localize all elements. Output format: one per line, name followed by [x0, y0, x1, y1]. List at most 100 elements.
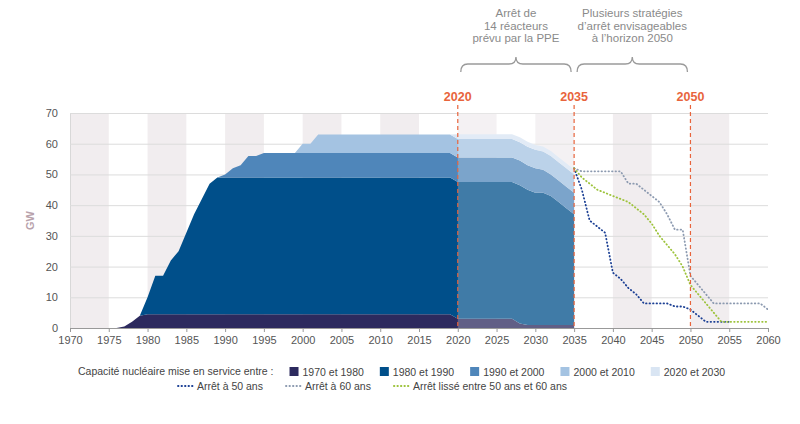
legend-swatch [178, 385, 193, 387]
x-tick-label: 2010 [368, 334, 392, 346]
x-tick: 2050 [679, 328, 703, 346]
x-tick-label: 2000 [291, 334, 315, 346]
x-tick: 1975 [97, 328, 121, 346]
annotation-text: prévu par la PPE [472, 32, 559, 44]
x-tick-label: 2020 [446, 334, 470, 346]
x-tick: 1970 [58, 328, 82, 346]
x-tick-mark [690, 328, 691, 332]
legend-label: 2000 et 2010 [573, 366, 634, 378]
reference-line [457, 105, 458, 328]
legend-item: 2000 et 2010 [560, 366, 634, 378]
x-tick-mark [458, 328, 459, 332]
x-tick-mark [729, 328, 730, 332]
x-tick: 1985 [175, 328, 199, 346]
x-tick-label: 2045 [640, 334, 664, 346]
x-tick-mark [535, 328, 536, 332]
legend-item: Arrêt à 50 ans [178, 380, 263, 392]
reference-label: 2020 [444, 90, 472, 104]
x-tick: 1980 [136, 328, 160, 346]
annotation-brace [461, 57, 571, 72]
line [574, 168, 729, 322]
x-tick: 2060 [756, 328, 780, 346]
x-tick-mark [148, 328, 149, 332]
legend-label: 1970 et 1980 [303, 366, 364, 378]
reference-label: 2035 [560, 90, 588, 104]
x-tick-label: 1980 [136, 334, 160, 346]
reference-line [690, 105, 691, 328]
x-tick-mark [380, 328, 381, 332]
legend-item: 1980 et 1990 [380, 366, 454, 378]
x-tick-mark [186, 328, 187, 332]
plot-area [70, 113, 768, 328]
stripe [613, 113, 652, 328]
stripes [70, 113, 729, 328]
reference-label: 2050 [677, 90, 705, 104]
x-tick-label: 2060 [756, 334, 780, 346]
y-tick-label: 50 [46, 168, 58, 180]
chart: 0102030405060701970197519801985199019952… [0, 0, 800, 424]
annotation-text: Plusieurs stratégies [582, 7, 683, 19]
annotation-text: d’arrêt envisageables [578, 20, 688, 32]
x-tick-label: 2015 [407, 334, 431, 346]
legend-swatch [286, 385, 301, 387]
x-tick-label: 2025 [485, 334, 509, 346]
legend-swatch [560, 367, 569, 376]
y-tick-label: 70 [46, 107, 58, 119]
x-tick-label: 2035 [562, 334, 586, 346]
legend-item: Arrêt lissé entre 50 ans et 60 ans [394, 380, 567, 392]
legend-label: Arrêt lissé entre 50 ans et 60 ans [413, 380, 567, 392]
legend-item: Arrêt à 60 ans [286, 380, 371, 392]
legend-label: 1980 et 1990 [393, 366, 454, 378]
y-tick-label: 40 [46, 199, 58, 211]
x-axis: 1970197519801985199019952000200520102015… [58, 328, 780, 346]
x-tick-mark [341, 328, 342, 332]
reference-line [574, 105, 575, 328]
legend-swatch [651, 367, 660, 376]
x-tick: 2020 [446, 328, 470, 346]
x-tick-mark [264, 328, 265, 332]
y-tick-label: 60 [46, 138, 58, 150]
x-tick-mark [574, 328, 575, 332]
x-tick: 2025 [485, 328, 509, 346]
legend-swatch [380, 367, 389, 376]
legend-item: 2020 et 2030 [651, 366, 725, 378]
x-tick-label: 2040 [601, 334, 625, 346]
y-tick-label: 30 [46, 230, 58, 242]
annotation: Arrêt de14 réacteursprévu par la PPE [461, 7, 571, 72]
x-tick: 2045 [640, 328, 664, 346]
x-tick-label: 1990 [213, 334, 237, 346]
line [574, 168, 768, 322]
x-tick-mark [225, 328, 226, 332]
x-tick-label: 1995 [252, 334, 276, 346]
x-tick-label: 1985 [175, 334, 199, 346]
x-tick-mark [109, 328, 110, 332]
annotation-text: à l’horizon 2050 [592, 32, 673, 44]
x-tick: 1990 [213, 328, 237, 346]
annotation: Plusieurs stratégiesd’arrêt envisageable… [577, 7, 687, 72]
x-tick: 2000 [291, 328, 315, 346]
y-axis: 010203040506070 [46, 107, 768, 334]
x-tick-label: 1975 [97, 334, 121, 346]
x-tick: 2030 [524, 328, 548, 346]
x-tick-mark [768, 328, 769, 332]
x-tick-mark [303, 328, 304, 332]
line [574, 168, 768, 309]
legend-item: 1990 et 2000 [470, 366, 544, 378]
x-tick: 2010 [368, 328, 392, 346]
x-tick-mark [497, 328, 498, 332]
x-tick-mark [70, 328, 71, 332]
x-tick: 2035 [562, 328, 586, 346]
x-tick: 2040 [601, 328, 625, 346]
stripe [690, 113, 729, 328]
x-tick-label: 2030 [524, 334, 548, 346]
x-tick-label: 2055 [717, 334, 741, 346]
x-tick: 2015 [407, 328, 431, 346]
y-axis-line [71, 114, 769, 329]
stripe [70, 113, 109, 328]
y-tick-label: 10 [46, 291, 58, 303]
legend-label: 1990 et 2000 [483, 366, 544, 378]
y-tick: 70 [46, 107, 768, 119]
annotation-text: 14 réacteurs [484, 20, 548, 32]
legend-label: Arrêt à 50 ans [197, 380, 263, 392]
legend-label: 2020 et 2030 [664, 366, 725, 378]
